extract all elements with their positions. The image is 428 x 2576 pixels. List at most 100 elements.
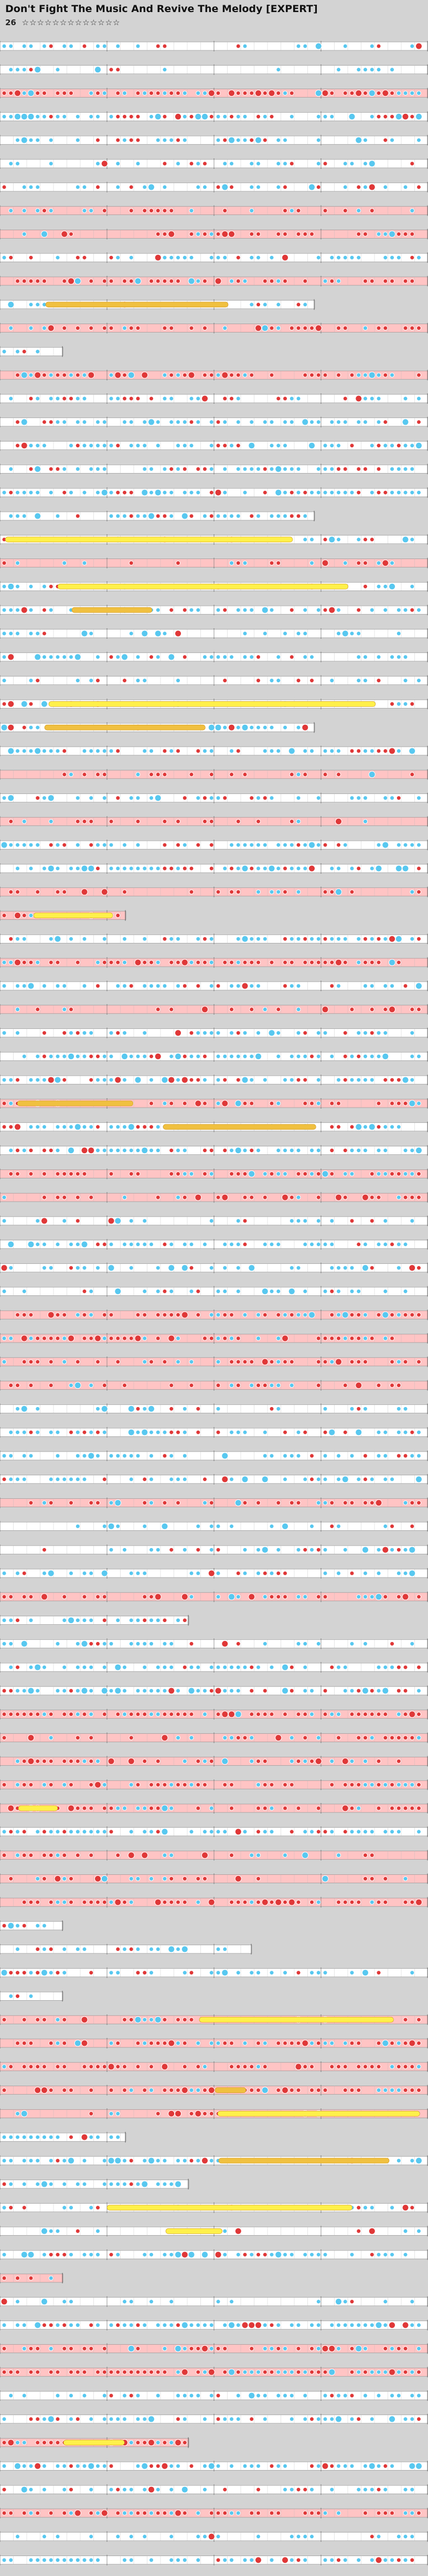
red-note	[329, 960, 335, 965]
tap-note	[236, 866, 241, 871]
red-note	[283, 1594, 287, 1600]
red-note	[162, 114, 167, 119]
tap-note	[135, 161, 141, 166]
red-note	[42, 208, 47, 213]
tap-note	[189, 490, 194, 495]
red-note	[242, 1195, 248, 1200]
red-note	[221, 1640, 229, 1647]
red-note	[162, 772, 167, 777]
tap-note	[169, 1453, 174, 1458]
tap-note	[416, 1101, 421, 1106]
tap-note	[262, 936, 268, 941]
red-note	[363, 1359, 368, 1365]
tap-note	[242, 1148, 248, 1153]
red-note	[48, 1336, 54, 1341]
tap-note	[129, 1571, 134, 1576]
chart-row	[0, 1544, 428, 1555]
tap-note	[196, 278, 201, 284]
red-note	[222, 960, 228, 965]
tap-note	[336, 748, 341, 754]
red-note	[282, 254, 288, 261]
chart-row	[0, 299, 315, 310]
tap-note	[122, 513, 127, 519]
tap-note	[102, 1430, 107, 1435]
tap-note	[269, 1665, 274, 1670]
red-note	[202, 161, 207, 166]
tap-note	[154, 795, 162, 802]
red-note	[336, 466, 341, 471]
tap-note	[323, 1477, 328, 1482]
red-note	[236, 1077, 241, 1082]
tap-note	[309, 1242, 314, 1247]
tap-note	[242, 561, 248, 566]
tap-note	[296, 772, 301, 777]
red-note	[410, 161, 415, 166]
tap-note	[403, 466, 408, 471]
tap-note	[356, 654, 361, 660]
tap-note	[269, 796, 274, 801]
tap-note	[8, 1336, 14, 1341]
tap-note	[283, 513, 287, 519]
tap-note	[303, 537, 308, 542]
tap-note	[390, 1124, 394, 1130]
tap-note	[382, 1311, 389, 1318]
tap-note	[169, 490, 174, 495]
tap-note	[102, 1077, 107, 1082]
red-note	[69, 1430, 73, 1435]
tap-note	[336, 1571, 341, 1576]
red-note	[403, 231, 408, 237]
tap-note	[368, 160, 376, 167]
red-note	[196, 466, 201, 471]
tap-note	[102, 443, 107, 448]
tap-note	[229, 842, 234, 847]
red-note	[62, 748, 67, 754]
tap-note	[256, 255, 261, 260]
red-note	[289, 490, 294, 495]
tap-note	[127, 1405, 135, 1412]
tap-note	[102, 466, 107, 471]
tap-note	[296, 1641, 301, 1646]
tap-note	[410, 584, 415, 589]
red-note	[236, 1359, 241, 1365]
tap-note	[415, 442, 422, 449]
tap-note	[383, 1031, 388, 1036]
tap-note	[34, 512, 41, 520]
red-note	[196, 1406, 201, 1411]
red-note	[222, 208, 228, 213]
red-note	[202, 231, 207, 237]
tap-note	[89, 1618, 94, 1623]
tap-note	[68, 1617, 74, 1624]
tap-note	[229, 161, 234, 166]
tap-note	[115, 161, 121, 166]
tap-note	[369, 983, 374, 989]
red-note	[142, 1312, 147, 1317]
red-note	[55, 91, 60, 96]
red-note	[363, 278, 368, 284]
tap-note	[22, 67, 27, 72]
tap-note	[296, 1430, 301, 1435]
tap-note	[323, 466, 328, 471]
tap-note	[355, 1429, 362, 1436]
red-note	[129, 208, 134, 213]
tap-note	[376, 654, 381, 660]
tap-note	[336, 1665, 341, 1670]
red-note	[283, 1571, 287, 1576]
tap-note	[296, 466, 301, 471]
tap-note	[28, 1665, 34, 1670]
tap-note	[382, 1053, 389, 1060]
hold-note	[17, 1100, 134, 1107]
tap-note	[149, 1430, 154, 1435]
tap-note	[142, 1242, 147, 1247]
red-note	[28, 1359, 34, 1365]
tap-note	[8, 1477, 14, 1482]
red-note	[115, 913, 121, 918]
red-note	[22, 349, 27, 354]
red-note	[154, 1593, 162, 1601]
tap-note	[236, 1594, 241, 1600]
tap-note	[102, 44, 107, 49]
tap-note	[135, 772, 141, 777]
red-note	[316, 1195, 321, 1200]
tap-note	[256, 466, 261, 471]
red-note	[329, 1312, 335, 1317]
tap-note	[289, 420, 294, 425]
